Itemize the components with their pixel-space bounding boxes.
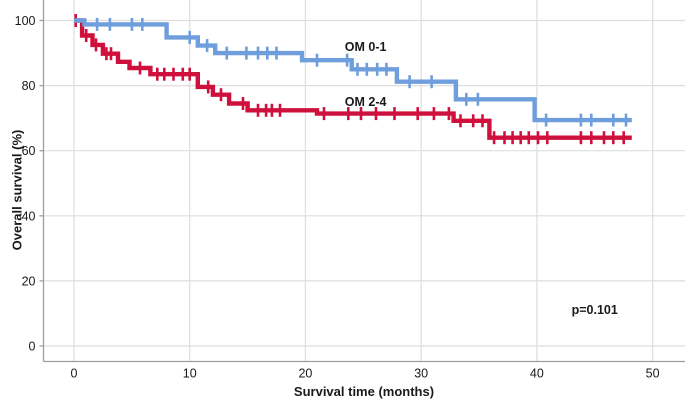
axes <box>39 0 685 363</box>
y-tick-label: 40 <box>22 209 36 223</box>
x-axis-title: Survival time (months) <box>293 384 435 399</box>
y-tick-label: 100 <box>15 14 36 28</box>
km-curve-om-0-1 <box>74 18 632 123</box>
km-series-om-0-1 <box>74 17 632 127</box>
x-tick-label: 40 <box>530 367 544 381</box>
y-tick-label: 80 <box>22 79 36 93</box>
y-tick-label: 20 <box>22 274 36 288</box>
x-tick-label: 30 <box>414 367 428 381</box>
p-value-label: p=0.101 <box>571 303 618 318</box>
km-curve-om-2-4 <box>74 18 632 140</box>
y-tick-label: 60 <box>22 144 36 158</box>
x-tick-label: 20 <box>298 367 312 381</box>
series-label-om-2-4: OM 2-4 <box>344 94 387 109</box>
x-tick-label: 10 <box>183 367 197 381</box>
y-axis-title: Overall survival (%) <box>9 129 25 251</box>
y-tick-label: 0 <box>29 340 36 354</box>
series-label-om-0-1: OM 0-1 <box>344 39 387 54</box>
x-tick-label: 50 <box>646 367 660 381</box>
km-series-om-2-4 <box>74 14 632 145</box>
x-tick-label: 0 <box>71 367 78 381</box>
tick-labels: 0 20 40 60 80 100 0 10 20 30 40 50 <box>15 14 660 381</box>
